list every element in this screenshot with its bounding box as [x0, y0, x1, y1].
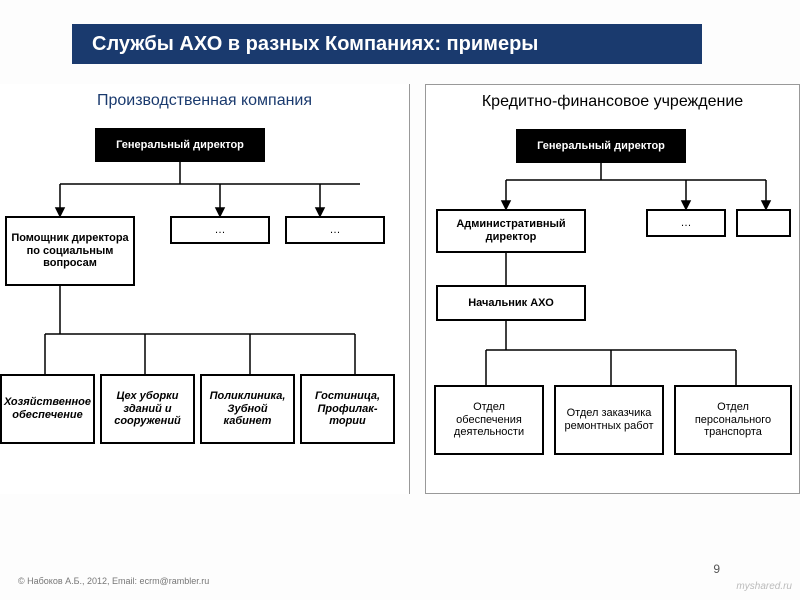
left-dept-2: Цех уборки зданий и сооружений [100, 374, 195, 444]
watermark: myshared.ru [736, 581, 792, 592]
right-dept-2: Отдел заказчика ремонтных работ [554, 385, 664, 455]
left-root: Генеральный директор [95, 128, 265, 162]
right-dept-3: Отдел персонального транспорта [674, 385, 792, 455]
left-dots-2: … [285, 216, 385, 244]
left-dept-3: Поликлиника, Зубной кабинет [200, 374, 295, 444]
slide-title: Службы АХО в разных Компаниях: примеры [72, 24, 702, 64]
org-chart-left: Производственная компания Генеральный ди… [0, 84, 410, 494]
right-axo-head: Начальник АХО [436, 285, 586, 321]
footer-copyright: © Набоков А.Б., 2012, Email: ecrm@ramble… [18, 576, 209, 586]
left-dept-4: Гостиница, Профилак-тории [300, 374, 395, 444]
right-dept-1: Отдел обеспечения деятельности [434, 385, 544, 455]
org-chart-right: Кредитно-финансовое учреждение Генеральн… [425, 84, 800, 494]
left-dots-1: … [170, 216, 270, 244]
right-dots-1: … [646, 209, 726, 237]
left-panel-title: Производственная компания [0, 92, 409, 110]
right-panel-title: Кредитно-финансовое учреждение [426, 93, 799, 111]
page-number: 9 [713, 562, 720, 576]
right-dots-2 [736, 209, 791, 237]
left-dept-1: Хозяйственное обеспечение [0, 374, 95, 444]
left-assistant: Помощник директора по социальным вопроса… [5, 216, 135, 286]
right-root: Генеральный директор [516, 129, 686, 163]
right-admin: Административный директор [436, 209, 586, 253]
